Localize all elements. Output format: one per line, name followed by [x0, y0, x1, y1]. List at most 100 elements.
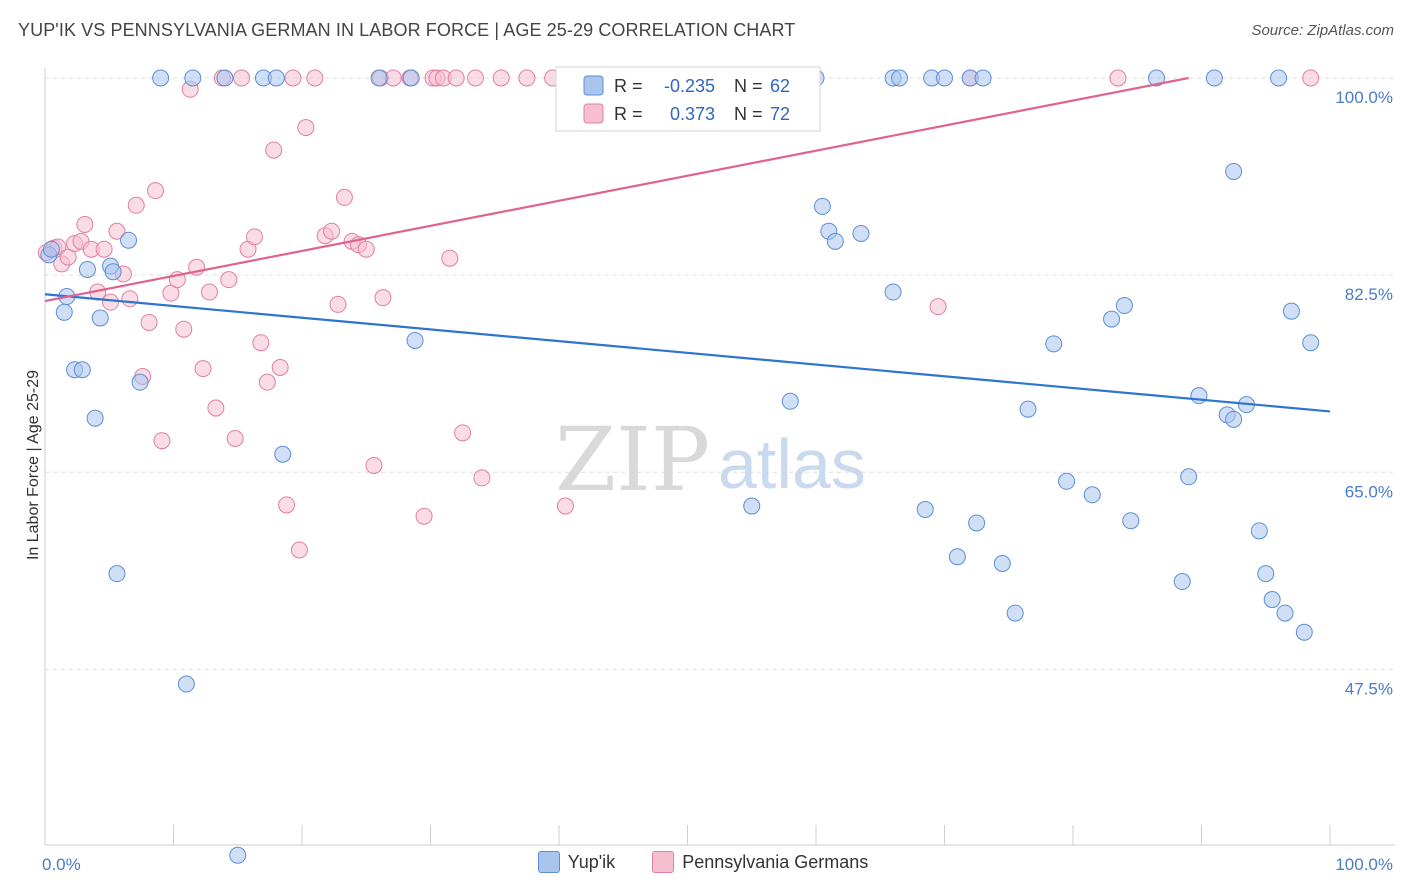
pennsylvania-germans-point-50: [365, 457, 383, 475]
yupik-point-24: [406, 331, 424, 349]
pennsylvania-germans-point-27: [207, 399, 225, 417]
x-tick-labels: 0.0% 100.0%: [42, 855, 1393, 874]
yupik-point-34: [936, 69, 953, 87]
yupik-point-9: [108, 565, 126, 583]
grid-lines: [45, 77, 1395, 670]
stats-n-value-pennsylvania-germans: 72: [770, 104, 790, 124]
pennsylvania-germans-point-39: [284, 69, 302, 87]
pennsylvania-germans-point-26: [200, 283, 218, 301]
yupik-point-53: [1083, 486, 1101, 504]
yupik-point-67: [1257, 565, 1275, 583]
pennsylvania-germans-point-10: [95, 240, 113, 258]
y-axis-title: In Labor Force | Age 25-29: [25, 369, 42, 561]
stats-n-value-yupik: 62: [770, 76, 790, 96]
stats-legend: R = -0.235 N = 62 R = 0.373 N = 72: [555, 66, 821, 132]
pennsylvania-germans-point-34: [252, 334, 270, 352]
pennsylvania-germans-point-55: [415, 507, 433, 525]
yupik-point-61: [1205, 69, 1223, 87]
pennsylvania-germans-point-52: [374, 289, 392, 307]
yupik-point-1: [42, 240, 60, 258]
yupik-point-32: [891, 69, 909, 87]
yupik-point-55: [1115, 297, 1133, 315]
legend-item-yupik: Yup'ik: [537, 851, 615, 873]
yupik-point-49: [1006, 604, 1024, 622]
pennsylvania-germans-point-25: [194, 360, 212, 378]
pennsylvania-germans-point-38: [278, 496, 296, 514]
pennsylvania-germans-point-42: [306, 69, 324, 87]
yupik-point-37: [743, 497, 761, 515]
source-label: Source: ZipAtlas.com: [1251, 22, 1394, 39]
pennsylvania-germans-point-22: [175, 320, 193, 338]
y-tick-label-3: 47.5%: [1345, 679, 1393, 698]
pennsylvania-germans-point-63: [473, 469, 491, 487]
yupik-point-18: [229, 846, 247, 864]
yupik-trend-line: [44, 293, 1331, 413]
yupik-point-21: [274, 445, 292, 463]
yupik-point-15: [177, 675, 195, 693]
pennsylvania-germans-point-35: [258, 373, 276, 391]
yupik-point-40: [813, 197, 831, 215]
legend-swatch-pennsylvania-germans: [652, 851, 675, 873]
stats-swatch-pennsylvania-germans: [583, 103, 604, 124]
pennsylvania-germans-point-45: [329, 295, 347, 313]
yupik-point-54: [1103, 310, 1121, 328]
y-tick-labels: 100.0% 82.5% 65.0% 47.5%: [1335, 88, 1393, 698]
yupik-point-36: [974, 69, 992, 87]
yupik-point-12: [120, 231, 138, 249]
pennsylvania-germans-point-36: [265, 141, 283, 159]
yupik-point-64: [1225, 162, 1243, 180]
axes: [44, 68, 1395, 846]
pennsylvania-germans-point-37: [271, 359, 289, 377]
pennsylvania-germans-point-59: [441, 249, 459, 267]
legend-item-pennsylvania-germans: Pennsylvania Germans: [652, 851, 868, 873]
pennsylvania-germans-point-40: [290, 541, 308, 559]
yupik-point-38: [781, 392, 799, 410]
yupik-point-23: [402, 69, 420, 87]
yupik-point-20: [267, 69, 285, 87]
yupik-point-58: [1173, 573, 1191, 591]
pennsylvania-germans-point-61: [454, 424, 472, 442]
yupik-point-72: [1295, 623, 1313, 641]
chart-title: YUP'IK VS PENNSYLVANIA GERMAN IN LABOR F…: [18, 20, 796, 40]
watermark-atlas: atlas: [718, 425, 866, 503]
yupik-point-52: [1058, 472, 1076, 490]
yupik-point-51: [1045, 335, 1063, 353]
yupik-point-5: [73, 361, 91, 379]
pennsylvania-germans-point-62: [466, 69, 484, 87]
pennsylvania-germans-point-41: [297, 119, 315, 137]
x-tick-label-0: 0.0%: [42, 855, 81, 874]
pennsylvania-germans-point-64: [492, 69, 510, 87]
pennsylvania-germans-point-29: [220, 271, 238, 289]
pennsylvania-germans-point-33: [245, 228, 263, 246]
y-tick-label-0: 100.0%: [1335, 88, 1393, 107]
trend-lines: [44, 76, 1331, 413]
yupik-point-48: [993, 555, 1011, 573]
yupik-point-47: [968, 514, 986, 532]
pennsylvania-germans-point-76: [1302, 69, 1320, 87]
watermark-zip: ZIP: [555, 408, 710, 511]
pennsylvania-germans-point-12: [108, 222, 126, 240]
pennsylvania-germans-point-53: [384, 69, 402, 87]
yupik-point-22: [370, 69, 388, 87]
yupik-point-59: [1180, 468, 1198, 486]
stats-n-label-pennsylvania-germans: N =: [734, 104, 763, 124]
series-yupik-points: [40, 69, 1320, 864]
yupik-point-42: [826, 232, 844, 250]
y-tick-label-2: 65.0%: [1345, 482, 1393, 501]
yupik-point-44: [884, 283, 902, 301]
stats-n-label-yupik: N =: [734, 76, 763, 96]
yupik-point-70: [1276, 604, 1294, 622]
yupik-point-13: [131, 373, 149, 391]
pennsylvania-germans-point-15: [127, 196, 145, 214]
yupik-point-17: [216, 69, 234, 87]
stats-r-label-yupik: R =: [614, 76, 643, 96]
yupik-point-6: [78, 261, 96, 278]
yupik-point-45: [916, 500, 934, 518]
yupik-point-60: [1190, 387, 1208, 405]
stats-r-label-pennsylvania-germans: R =: [614, 104, 643, 124]
pennsylvania-germans-point-75: [1109, 69, 1127, 87]
pennsylvania-germans-point-19: [153, 432, 171, 450]
yupik-point-16: [184, 69, 202, 87]
yupik-point-63: [1225, 410, 1243, 428]
yupik-point-66: [1250, 522, 1268, 540]
